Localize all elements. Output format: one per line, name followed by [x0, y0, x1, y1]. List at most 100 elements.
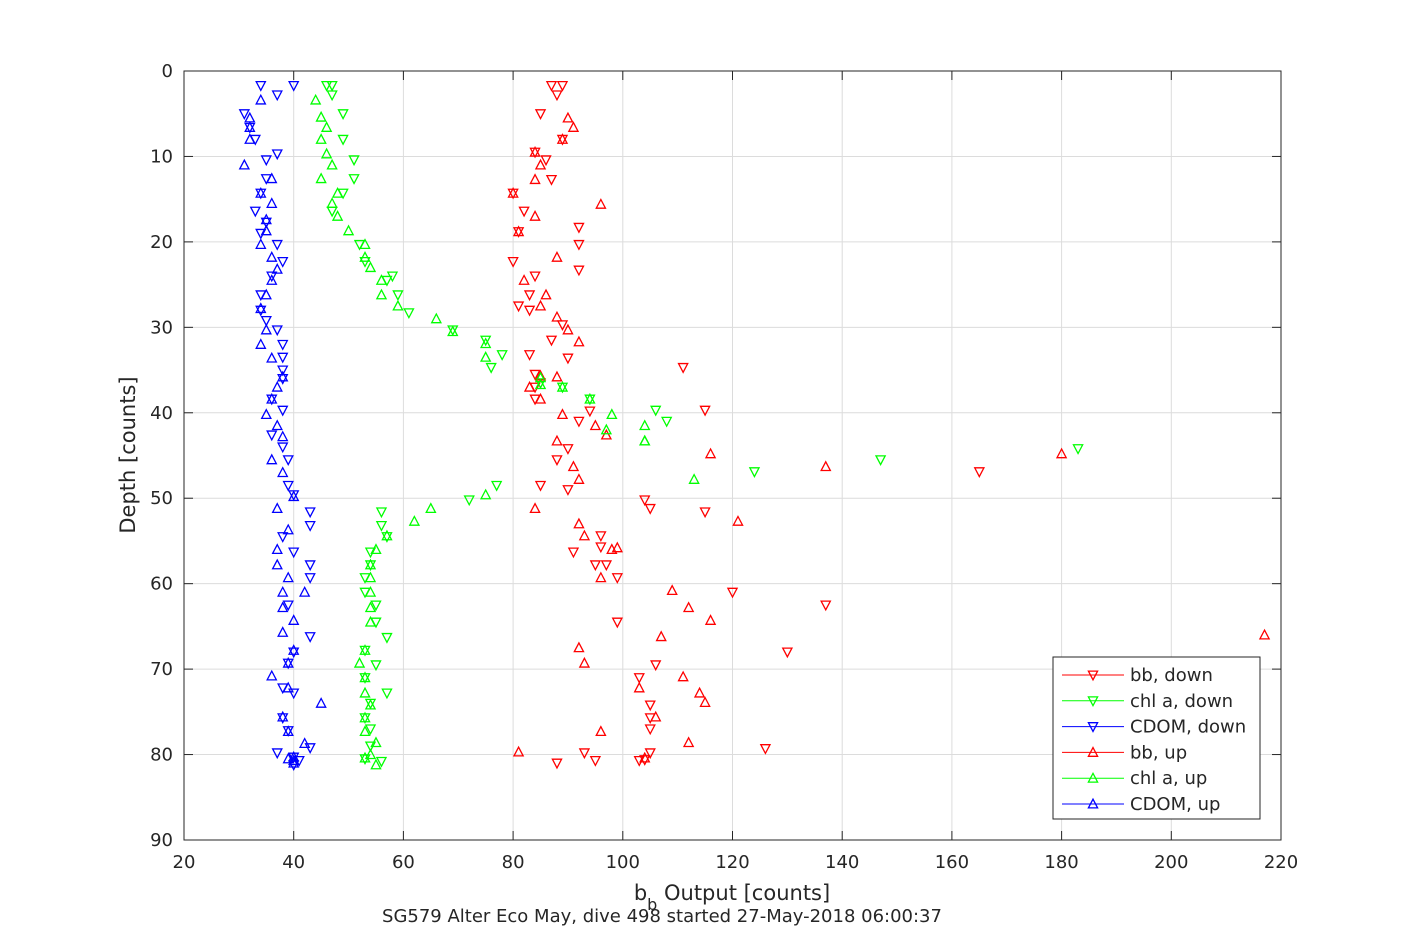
data-point	[820, 600, 832, 612]
data-point	[479, 337, 492, 349]
data-point	[282, 656, 294, 668]
data-point	[425, 502, 437, 514]
y-tick-label: 60	[150, 574, 173, 595]
legend-marker	[1087, 746, 1099, 757]
y-tick-label: 70	[150, 659, 173, 680]
data-point	[704, 447, 717, 459]
data-markers	[238, 80, 1271, 772]
data-point	[644, 724, 656, 736]
data-point	[337, 109, 349, 120]
data-point	[556, 408, 569, 420]
data-point	[567, 547, 580, 559]
x-tick-label: 20	[173, 852, 196, 873]
data-point	[562, 444, 574, 455]
x-tick-label: 180	[1044, 852, 1078, 873]
data-point	[650, 405, 662, 417]
data-point	[551, 434, 563, 446]
data-point	[370, 736, 382, 748]
data-point	[277, 442, 289, 454]
data-point	[364, 698, 377, 710]
data-point	[381, 632, 393, 644]
data-point	[639, 495, 651, 507]
data-point	[430, 312, 442, 324]
y-tick-label: 20	[150, 232, 173, 253]
data-point	[277, 601, 289, 613]
data-point	[578, 748, 591, 760]
data-point	[364, 724, 377, 736]
data-point	[600, 560, 613, 572]
data-point	[260, 213, 272, 225]
data-point	[748, 467, 761, 478]
data-point	[759, 744, 772, 755]
data-point	[315, 697, 327, 708]
data-point	[529, 210, 541, 221]
data-point	[266, 669, 278, 681]
data-point	[266, 271, 278, 283]
data-point	[584, 392, 596, 404]
data-point	[255, 228, 267, 240]
data-point	[562, 111, 574, 123]
data-point	[704, 614, 717, 625]
data-point	[249, 206, 261, 218]
data-point	[573, 416, 585, 428]
data-point	[732, 515, 744, 526]
data-point	[266, 392, 278, 404]
data-point	[244, 121, 256, 132]
data-point	[381, 532, 393, 543]
data-point	[370, 543, 382, 555]
data-point	[512, 225, 525, 237]
series-5	[238, 93, 327, 768]
data-point	[490, 480, 503, 492]
data-point	[370, 758, 382, 770]
data-point	[1258, 628, 1271, 640]
data-point	[545, 80, 558, 92]
data-point	[326, 158, 338, 170]
data-point	[595, 571, 607, 583]
data-point	[326, 197, 338, 208]
data-point	[699, 696, 711, 707]
data-point	[337, 134, 349, 146]
data-point	[523, 290, 536, 302]
data-point	[639, 434, 651, 446]
data-point	[874, 455, 887, 466]
data-point	[529, 271, 541, 283]
data-point	[573, 222, 585, 234]
data-point	[534, 109, 547, 120]
data-point	[244, 133, 256, 144]
data-point	[408, 515, 421, 526]
y-tick-label: 50	[150, 488, 173, 509]
data-point	[277, 710, 289, 722]
data-point	[255, 305, 267, 317]
data-point	[556, 133, 569, 144]
data-point	[364, 601, 377, 613]
data-point	[304, 632, 316, 643]
data-point	[277, 374, 289, 385]
legend: bb, down chl a, down CDOM, down bb, up chl a…	[1052, 656, 1261, 820]
data-point	[304, 507, 316, 519]
data-point	[271, 263, 283, 274]
data-point	[260, 408, 272, 420]
data-point	[326, 80, 338, 92]
data-point	[271, 558, 283, 570]
data-point	[304, 521, 316, 532]
data-point	[364, 558, 377, 570]
data-point	[781, 647, 794, 659]
data-point	[298, 737, 311, 749]
data-point	[639, 751, 651, 763]
data-point	[282, 681, 294, 693]
x-axis-title-subscript: b	[647, 895, 657, 914]
data-point	[633, 755, 645, 767]
data-point	[370, 600, 382, 612]
data-point	[573, 473, 585, 484]
data-point	[677, 362, 689, 374]
data-point	[611, 541, 623, 553]
data-point	[359, 751, 371, 763]
data-point	[238, 109, 251, 120]
legend-marker	[1087, 771, 1099, 783]
data-point	[682, 601, 695, 613]
data-point	[364, 615, 377, 627]
chart-subtitle: SG579 Alter Eco May, dive 498 started 27…	[382, 906, 942, 927]
data-point	[534, 480, 547, 492]
data-point	[1072, 444, 1084, 455]
